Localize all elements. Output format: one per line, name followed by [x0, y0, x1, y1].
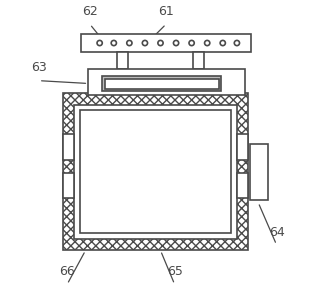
Text: 63: 63	[31, 61, 47, 74]
Bar	[105, 79, 219, 89]
Circle shape	[234, 40, 239, 46]
Text: 65: 65	[167, 265, 183, 278]
Bar	[193, 52, 204, 69]
Bar	[81, 34, 251, 52]
Circle shape	[220, 40, 225, 46]
Bar	[88, 69, 245, 95]
Bar	[74, 105, 237, 239]
Circle shape	[111, 40, 117, 46]
Bar	[102, 76, 221, 91]
Text: 62: 62	[82, 5, 98, 18]
Text: 66: 66	[59, 265, 75, 278]
Bar	[117, 52, 128, 69]
Bar	[250, 144, 268, 200]
Bar	[237, 173, 248, 198]
Circle shape	[142, 40, 148, 46]
Text: 64: 64	[269, 226, 284, 239]
Circle shape	[127, 40, 132, 46]
Bar	[63, 93, 248, 250]
Circle shape	[204, 40, 210, 46]
Circle shape	[158, 40, 163, 46]
Bar	[80, 110, 231, 233]
Circle shape	[173, 40, 179, 46]
Circle shape	[97, 40, 102, 46]
Bar	[63, 173, 74, 198]
Text: 61: 61	[158, 5, 174, 18]
Circle shape	[189, 40, 194, 46]
Bar	[63, 134, 74, 160]
Bar	[237, 134, 248, 160]
